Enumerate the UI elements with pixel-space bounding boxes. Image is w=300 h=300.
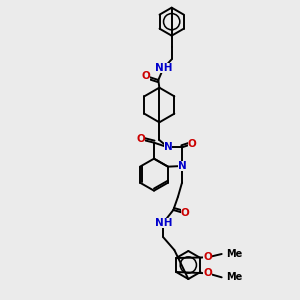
Text: O: O xyxy=(203,252,212,262)
Text: O: O xyxy=(203,268,212,278)
Text: Me: Me xyxy=(226,272,242,282)
Text: N: N xyxy=(178,161,186,171)
Text: O: O xyxy=(136,134,145,144)
Text: O: O xyxy=(188,139,196,149)
Text: Me: Me xyxy=(226,249,242,259)
Text: NH: NH xyxy=(154,63,172,73)
Text: O: O xyxy=(142,71,150,81)
Text: O: O xyxy=(181,208,189,218)
Text: NH: NH xyxy=(154,218,172,228)
Text: N: N xyxy=(164,142,172,152)
